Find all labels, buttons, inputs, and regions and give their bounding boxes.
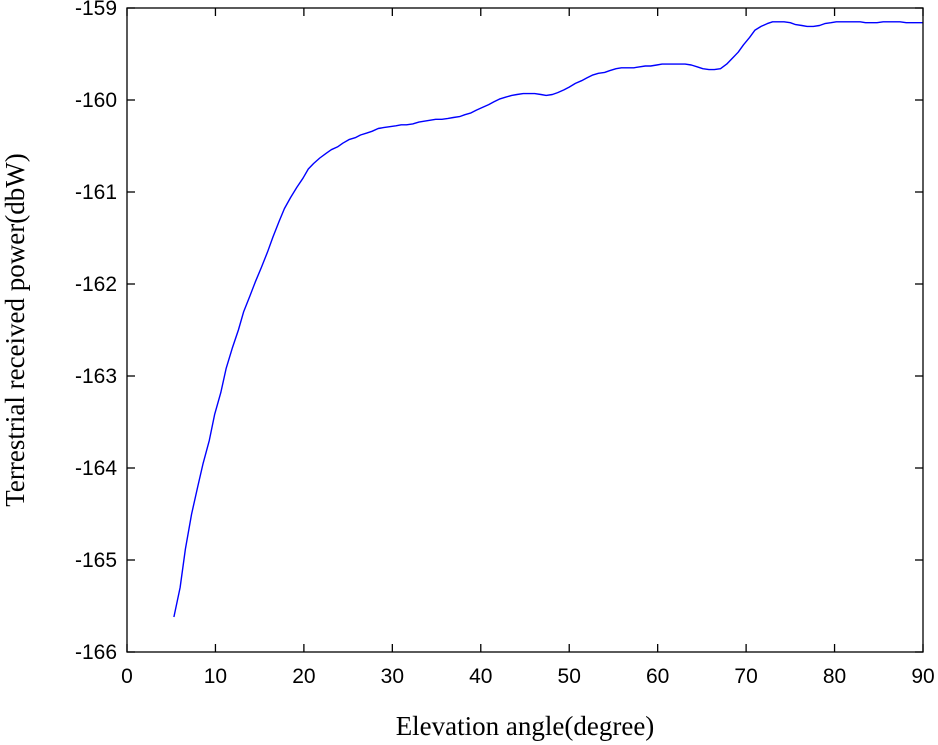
- series-line: [173, 21, 923, 618]
- x-tick-label: 10: [204, 665, 227, 688]
- y-tick-label: -160: [75, 89, 117, 112]
- y-tick-label: -161: [75, 181, 117, 204]
- x-tick-label: 40: [469, 665, 492, 688]
- y-tick-label: -163: [75, 365, 117, 388]
- x-tick-label: 30: [381, 665, 404, 688]
- axis-ticks: [126, 7, 924, 653]
- y-tick-label: -166: [75, 641, 117, 664]
- x-tick-label: 50: [558, 665, 581, 688]
- y-axis-title: Terrestrial received power(dbW): [0, 153, 30, 506]
- y-tick-label: -159: [75, 0, 117, 20]
- x-tick-label: 70: [734, 665, 757, 688]
- x-axis-title: Elevation angle(degree): [396, 711, 655, 741]
- y-tick-label: -162: [75, 273, 117, 296]
- y-tick-label: -165: [75, 549, 117, 572]
- x-tick-label: 90: [911, 665, 934, 688]
- x-tick-label: 80: [823, 665, 846, 688]
- plot-frame: [126, 7, 924, 653]
- series-layer: [173, 21, 923, 618]
- y-tick-label: -164: [75, 457, 117, 480]
- x-tick-label: 0: [121, 665, 133, 688]
- tick-labels: 0 10 20 30 40 50 60 70 80 90 -166 -165 -164 -163 -162 -…: [75, 0, 935, 688]
- x-tick-label: 60: [646, 665, 669, 688]
- x-tick-label: 20: [292, 665, 315, 688]
